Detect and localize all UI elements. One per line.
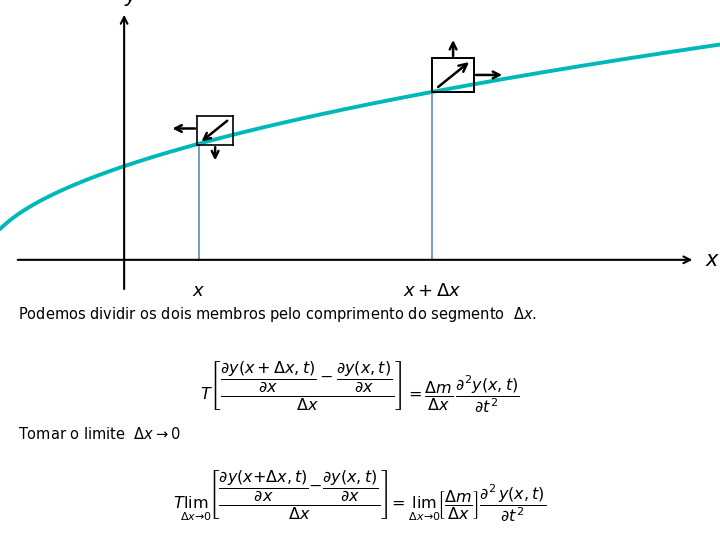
Text: $x$: $x$ (192, 282, 205, 300)
Text: $x$: $x$ (705, 250, 720, 270)
Text: $T\left[\dfrac{\dfrac{\partial y(x+\Delta x,t)}{\partial x} - \dfrac{\partial y(: $T\left[\dfrac{\dfrac{\partial y(x+\Delt… (200, 360, 520, 414)
Text: Tomar o limite  $\Delta x \rightarrow 0$: Tomar o limite $\Delta x \rightarrow 0$ (18, 426, 181, 442)
Text: $x+\Delta x$: $x+\Delta x$ (402, 282, 462, 300)
Text: $T\!\lim_{\Delta x \to 0}\!\left[\dfrac{\dfrac{\partial y(x+\Delta x,t)}{\partia: $T\!\lim_{\Delta x \to 0}\!\left[\dfrac{… (174, 469, 546, 523)
Text: $y$: $y$ (124, 0, 139, 8)
Text: Podemos dividir os dois membros pelo comprimento do segmento  $\Delta x$.: Podemos dividir os dois membros pelo com… (18, 305, 537, 324)
